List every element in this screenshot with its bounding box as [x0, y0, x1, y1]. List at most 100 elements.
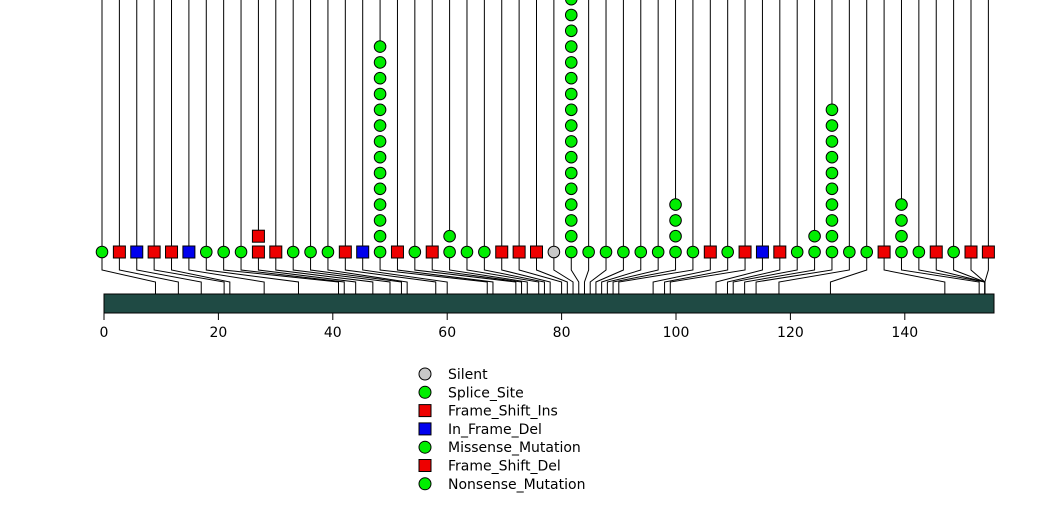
x-tick-label: 140: [891, 325, 918, 341]
mutation-marker-circle: [565, 0, 578, 6]
mutation-marker-square: [390, 245, 404, 259]
mutation-marker-circle: [860, 245, 874, 259]
mutation-marker-square: [773, 245, 787, 259]
mutation-marker-circle: [321, 245, 335, 259]
mutation-marker-circle: [825, 150, 839, 164]
mutation-marker-square: [251, 229, 265, 243]
mutation-marker-square: [981, 245, 995, 259]
mutation-marker-circle: [825, 166, 839, 180]
x-tick-label: 20: [209, 325, 227, 341]
mutation-marker-circle: [669, 198, 682, 211]
mutation-marker-square: [530, 245, 543, 259]
legend-label: Frame_Shift_Ins: [448, 404, 558, 420]
legend-swatch-square: [418, 422, 432, 436]
mutation-marker-circle: [373, 229, 387, 243]
mutation-marker-circle: [460, 245, 474, 259]
mutation-marker-circle: [634, 245, 648, 259]
mutation-marker-square: [338, 245, 352, 259]
mutation-marker-circle: [564, 56, 578, 69]
legend-swatch-circle: [418, 385, 432, 399]
mutation-marker-circle: [373, 71, 387, 85]
legend-label: In_Frame_Del: [448, 422, 542, 438]
legend-label: Frame_Shift_Del: [448, 459, 561, 475]
mutation-marker-circle: [808, 229, 821, 243]
mutation-marker-circle: [373, 214, 387, 227]
mutation-marker-square: [703, 245, 717, 259]
mutation-marker-circle: [373, 40, 387, 53]
mutation-marker-circle: [825, 103, 839, 117]
mutation-marker-circle: [234, 245, 248, 259]
mutation-marker-square: [147, 245, 161, 259]
legend-swatch-circle: [418, 440, 432, 454]
mutation-marker-circle: [373, 103, 387, 117]
legend: Silent Splice_Site Frame_Shift_Ins In_Frame…: [418, 367, 585, 493]
mutation-marker-circle: [825, 198, 839, 211]
mutation-marker-circle: [564, 119, 578, 132]
mutation-marker-circle: [895, 214, 908, 227]
mutation-marker-circle: [808, 245, 821, 259]
mutation-marker-circle: [564, 198, 578, 211]
x-tick-label: 120: [777, 325, 804, 341]
mutation-marker-circle: [912, 245, 926, 259]
mutation-marker-circle: [408, 245, 422, 259]
mutation-marker-square: [112, 245, 126, 259]
x-tick-label: 60: [438, 325, 456, 341]
mutation-marker-circle: [825, 214, 839, 227]
mutation-marker-circle: [564, 135, 578, 148]
mutation-marker-square: [738, 245, 752, 259]
mutation-marker-square: [165, 245, 179, 259]
mutation-marker-circle: [564, 150, 578, 164]
mutation-marker-circle: [564, 229, 578, 243]
mutation-marker-circle: [825, 135, 839, 148]
mutation-marker-circle: [825, 245, 839, 259]
mutation-marker-circle: [564, 87, 578, 101]
mutation-marker-circle: [478, 245, 491, 259]
mutation-marker-circle: [825, 182, 839, 196]
mutation-marker-circle: [669, 245, 682, 259]
mutation-marker-circle: [947, 245, 960, 259]
legend-swatch-square: [418, 404, 432, 418]
legend-swatch-circle: [418, 477, 432, 491]
mutation-marker-square: [356, 245, 370, 259]
mutation-marker-circle: [895, 245, 908, 259]
x-tick-label: 100: [663, 325, 690, 341]
mutation-marker-circle: [564, 245, 578, 259]
mutation-marker-square: [182, 245, 196, 259]
mutation-marker-square: [269, 245, 283, 259]
mutation-marker-circle: [564, 214, 578, 227]
x-tick-label: 0: [100, 325, 109, 341]
mutation-marker-circle: [564, 24, 578, 38]
mutation-marker-circle: [564, 40, 578, 53]
mutation-marker-circle: [373, 87, 387, 101]
mutation-marker-circle: [721, 245, 734, 259]
mutation-marker-circle: [582, 245, 595, 259]
mutation-marker-circle: [669, 214, 682, 227]
mutation-marker-circle: [547, 245, 561, 259]
mutation-marker-circle: [843, 245, 856, 259]
mutation-marker-circle: [443, 245, 456, 259]
legend-label: Missense_Mutation: [448, 440, 581, 456]
mutation-marker-circle: [373, 150, 387, 164]
mutation-marker-circle: [895, 198, 908, 211]
mutation-marker-square: [512, 245, 526, 259]
mutation-marker-circle: [564, 8, 578, 22]
mutation-marker-square: [130, 245, 144, 259]
mutation-marker-circle: [373, 182, 387, 196]
mutation-marker-circle: [373, 119, 387, 132]
x-tick-label: 40: [324, 325, 342, 341]
mutation-stems: [101, 0, 989, 313]
mutation-marker-circle: [217, 245, 230, 259]
mutation-marker-circle: [373, 245, 387, 259]
mutation-marker-circle: [373, 56, 387, 69]
mutation-marker-circle: [95, 245, 109, 259]
mutation-marker-circle: [373, 166, 387, 180]
mutation-marker-circle: [443, 229, 456, 243]
mutation-marker-square: [877, 245, 891, 259]
mutation-marker-circle: [825, 229, 839, 243]
mutation-marker-circle: [617, 245, 630, 259]
mutation-marker-circle: [599, 245, 613, 259]
mutation-marker-circle: [304, 245, 317, 259]
mutation-marker-circle: [686, 245, 700, 259]
x-axis: 0 20 40 60 80 100 120 140: [100, 312, 918, 341]
